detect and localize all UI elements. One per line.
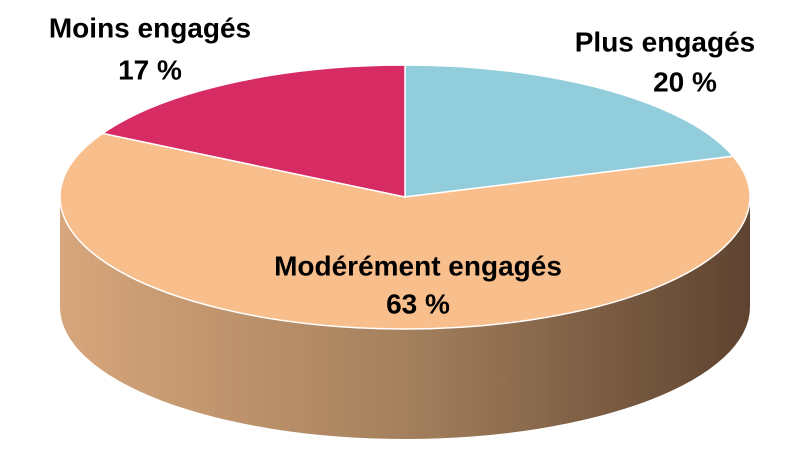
slice-value-label: 20 % (653, 66, 717, 97)
pie-slice (59, 132, 751, 330)
pie-slice (404, 64, 735, 198)
slice-value-label: 17 % (118, 54, 182, 85)
slice-label: Moins engagés (49, 12, 251, 43)
pie-slice (100, 64, 406, 198)
pie-side (60, 197, 750, 439)
slice-label: Plus engagés (575, 26, 756, 57)
slice-label: Modérément engagés (274, 250, 562, 281)
slice-value-label: 63 % (386, 288, 450, 319)
